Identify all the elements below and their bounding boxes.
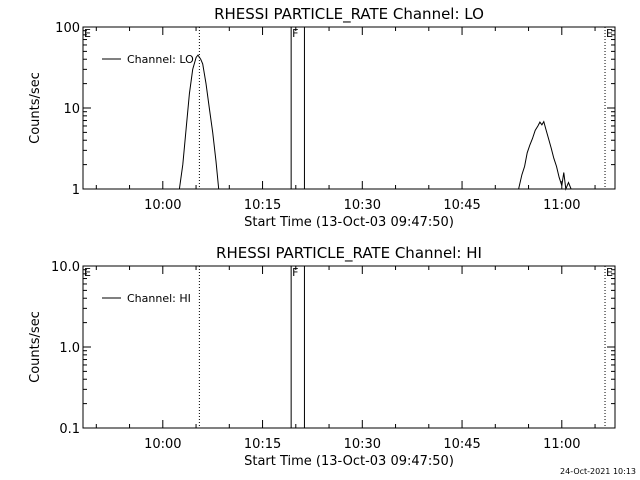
x-tick-label: 11:00 — [543, 198, 580, 213]
x-tick-label: 11:00 — [543, 437, 580, 452]
x-axis-label: Start Time (13-Oct-03 09:47:50) — [244, 215, 454, 230]
series-line — [178, 54, 220, 190]
x-tick-label: 10:30 — [344, 198, 381, 213]
x-axis-label: Start Time (13-Oct-03 09:47:50) — [244, 454, 454, 469]
event-marker-label: F — [292, 266, 298, 279]
y-tick-label: 1 — [72, 183, 80, 198]
y-axis-label: Counts/sec — [28, 311, 43, 383]
x-tick-label: 10:15 — [244, 198, 281, 213]
x-tick-label: 10:45 — [443, 437, 480, 452]
event-marker-label: E — [606, 27, 613, 40]
y-tick-label: 10 — [63, 102, 80, 117]
y-tick-label: 10.0 — [51, 260, 80, 275]
chart-title: RHESSI PARTICLE_RATE Channel: LO — [214, 5, 484, 24]
chart-panel-1: RHESSI PARTICLE_RATE Channel: LO Counts/s… — [28, 5, 616, 230]
plot-frame — [82, 26, 616, 190]
y-tick-label: 100 — [55, 21, 80, 36]
event-marker-label: E — [606, 266, 613, 279]
y-tick-label: 0.1 — [59, 422, 80, 437]
plot-frame — [82, 265, 616, 429]
legend-label: Channel: HI — [127, 292, 191, 305]
event-marker-label: E — [84, 266, 91, 279]
x-tick-label: 10:15 — [244, 437, 281, 452]
event-marker-label: E — [84, 27, 91, 40]
chart-panel-2: RHESSI PARTICLE_RATE Channel: HI Counts/s… — [28, 244, 616, 469]
x-tick-label: 10:45 — [443, 198, 480, 213]
event-marker-label: F — [292, 27, 298, 40]
y-tick-label: 1.0 — [59, 341, 80, 356]
series-line — [518, 120, 572, 191]
plot-timestamp: 24-Oct-2021 10:13 — [560, 467, 636, 476]
y-axis-label: Counts/sec — [28, 72, 43, 144]
legend-label: Channel: LO — [127, 53, 194, 66]
x-tick-label: 10:00 — [144, 437, 181, 452]
x-tick-label: 10:30 — [344, 437, 381, 452]
x-tick-label: 10:00 — [144, 198, 181, 213]
chart-title: RHESSI PARTICLE_RATE Channel: HI — [216, 244, 482, 263]
